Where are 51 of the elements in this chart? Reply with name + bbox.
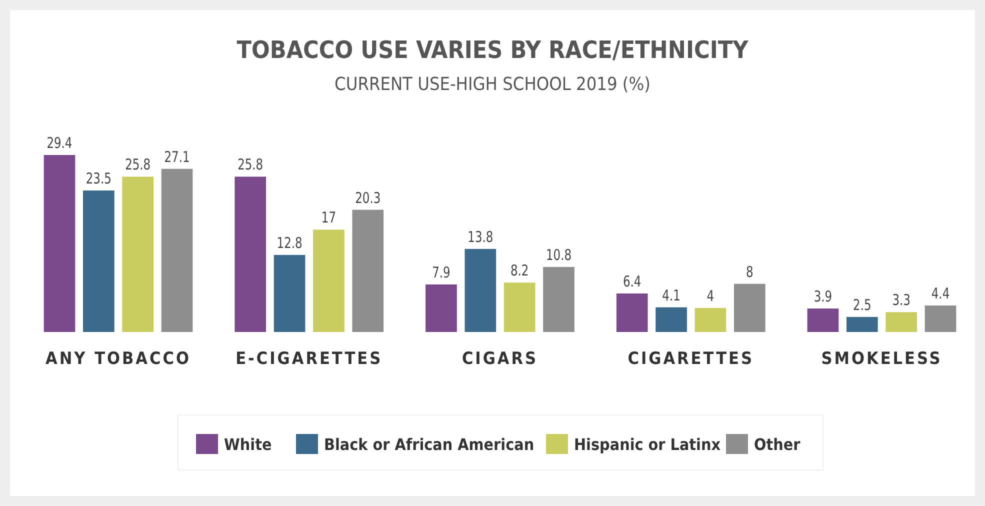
x-tick-label: CIGARETTES bbox=[628, 349, 754, 369]
data-label: 20.3 bbox=[355, 190, 381, 208]
bar bbox=[464, 248, 496, 332]
bar bbox=[274, 254, 306, 332]
legend-label: Other bbox=[754, 435, 802, 454]
data-label: 27.1 bbox=[164, 148, 190, 166]
bar bbox=[616, 293, 648, 332]
data-label: 10.8 bbox=[546, 247, 572, 264]
x-tick-label: E-CIGARETTES bbox=[236, 349, 383, 369]
data-label: 25.8 bbox=[238, 156, 264, 174]
data-label: 17 bbox=[321, 210, 336, 227]
data-label: 12.8 bbox=[276, 235, 302, 252]
data-label: 8.2 bbox=[510, 262, 529, 280]
bar bbox=[234, 176, 266, 332]
data-label: 7.9 bbox=[432, 264, 450, 282]
legend-label: Black or African American bbox=[324, 435, 534, 454]
bar bbox=[82, 190, 114, 332]
bar bbox=[313, 230, 344, 332]
chart-title: TOBACCO USE VARIES BY RACE/ETHNICITY bbox=[236, 36, 749, 64]
bar bbox=[924, 306, 956, 332]
data-label: 2.5 bbox=[853, 297, 872, 314]
data-label: 25.8 bbox=[125, 156, 151, 174]
data-label: 13.8 bbox=[468, 228, 494, 246]
bar bbox=[426, 284, 457, 332]
data-label: 6.4 bbox=[622, 274, 642, 291]
data-label: 29.4 bbox=[46, 135, 72, 152]
x-tick-label: CIGARS bbox=[462, 349, 538, 369]
bar bbox=[807, 308, 839, 332]
bar bbox=[734, 284, 766, 332]
bar bbox=[44, 155, 76, 332]
legend-label: Hispanic or Latinx bbox=[574, 435, 722, 454]
data-label: 4.4 bbox=[931, 286, 950, 303]
data-label: 8 bbox=[746, 264, 754, 282]
bar bbox=[656, 307, 687, 332]
x-tick-label: SMOKELESS bbox=[821, 349, 942, 369]
bar bbox=[543, 266, 574, 332]
x-tick-label: ANY TOBACCO bbox=[46, 349, 191, 369]
data-label: 4 bbox=[706, 288, 714, 306]
bar bbox=[694, 308, 726, 332]
bar bbox=[846, 316, 878, 332]
legend-label: White bbox=[224, 435, 272, 454]
data-label: 4.1 bbox=[662, 287, 680, 305]
bar bbox=[504, 282, 536, 332]
bar bbox=[161, 168, 193, 332]
data-label: 3.9 bbox=[814, 288, 832, 306]
data-label: 3.3 bbox=[892, 292, 910, 310]
bar bbox=[886, 312, 918, 332]
chart-subtitle: CURRENT USE-HIGH SCHOOL 2019 (%) bbox=[334, 74, 650, 95]
bar bbox=[352, 210, 384, 332]
bar bbox=[122, 176, 154, 332]
data-label: 23.5 bbox=[86, 170, 112, 188]
